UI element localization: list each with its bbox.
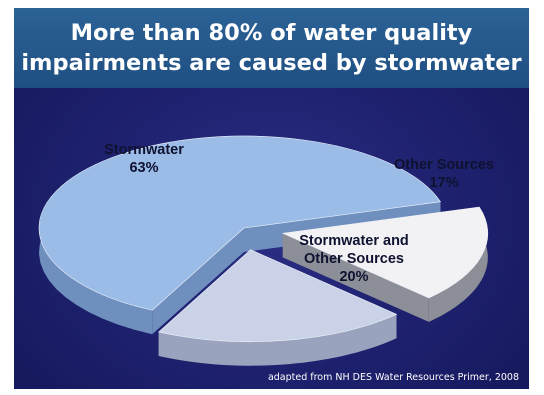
slice-face-1-1: [152, 228, 244, 335]
pie-slice-other-sources: [281, 206, 489, 299]
pie-slice-stormwater: [38, 135, 441, 311]
slice-wall-2: [428, 207, 488, 322]
slice-name-label: Other Sources: [394, 157, 494, 173]
chart-title: More than 80% of water quality impairmen…: [21, 20, 522, 76]
slice-value-label: 63%: [129, 160, 158, 176]
slice-value-label: 20%: [339, 269, 368, 285]
slice-wall-3: [158, 314, 397, 366]
slice-name-label: Stormwater: [104, 142, 184, 158]
slice-face-2-2: [282, 233, 429, 322]
pie-slice-stormwater-and-other-sources: [158, 249, 398, 343]
title-bar: More than 80% of water quality impairmen…: [14, 8, 529, 88]
slide-background: More than 80% of water quality impairmen…: [14, 8, 529, 389]
slice-name-label: Stormwater and: [299, 233, 409, 249]
slice-value-label: 17%: [429, 175, 458, 191]
slice-name-label: Other Sources: [304, 251, 404, 267]
pie-chart: Stormwater 63% Other Sources 17% Stormwater …: [38, 135, 494, 366]
source-credit: adapted from NH DES Water Resources Prim…: [267, 372, 519, 383]
